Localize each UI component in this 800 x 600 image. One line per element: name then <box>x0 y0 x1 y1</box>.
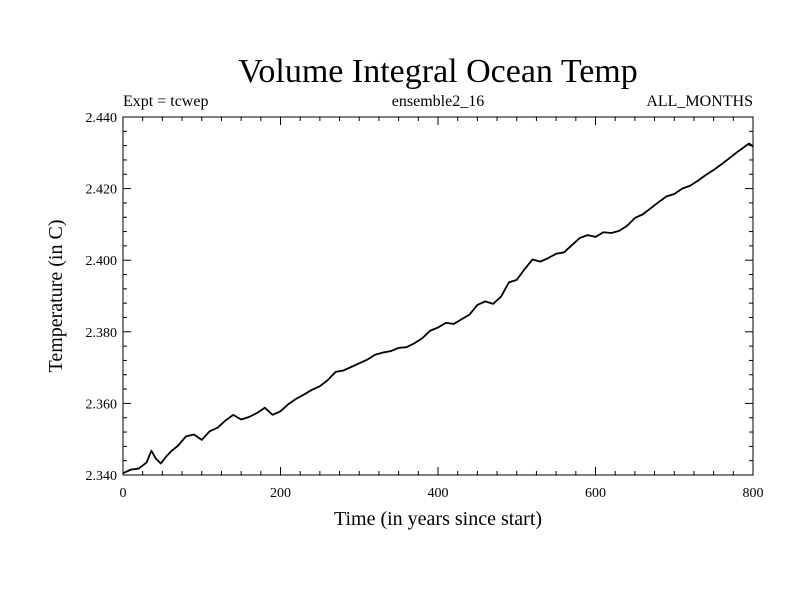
series-line <box>122 142 754 475</box>
plot-frame <box>122 116 754 476</box>
subtitle-ensemble: ensemble2_16 <box>392 93 484 110</box>
y-tick-label: 2.440 <box>86 111 118 126</box>
x-tick-label: 600 <box>585 486 606 501</box>
x-tick-label: 0 <box>120 486 127 501</box>
subtitle-experiment: Expt = tcwep <box>123 93 208 110</box>
y-tick-label: 2.420 <box>86 183 118 198</box>
chart-title: Volume Integral Ocean Temp <box>238 53 638 90</box>
y-tick-label: 2.400 <box>86 254 118 269</box>
x-tick-label: 400 <box>428 486 449 501</box>
y-tick-label: 2.380 <box>86 326 118 341</box>
series-group <box>122 142 754 475</box>
y-tick-label: 2.360 <box>86 397 118 412</box>
x-tick-label: 200 <box>270 486 291 501</box>
x-axis: 0 200 400 600 800 <box>120 117 764 501</box>
x-axis-label: Time (in years since start) <box>334 508 542 530</box>
y-axis: 2.340 2.360 2.380 2.400 2.420 2.440 <box>86 111 753 484</box>
y-tick-label: 2.340 <box>86 469 118 484</box>
y-axis-label: Temperature (in C) <box>45 220 67 373</box>
subtitle-months: ALL_MONTHS <box>646 93 753 110</box>
x-tick-label: 800 <box>743 486 764 501</box>
